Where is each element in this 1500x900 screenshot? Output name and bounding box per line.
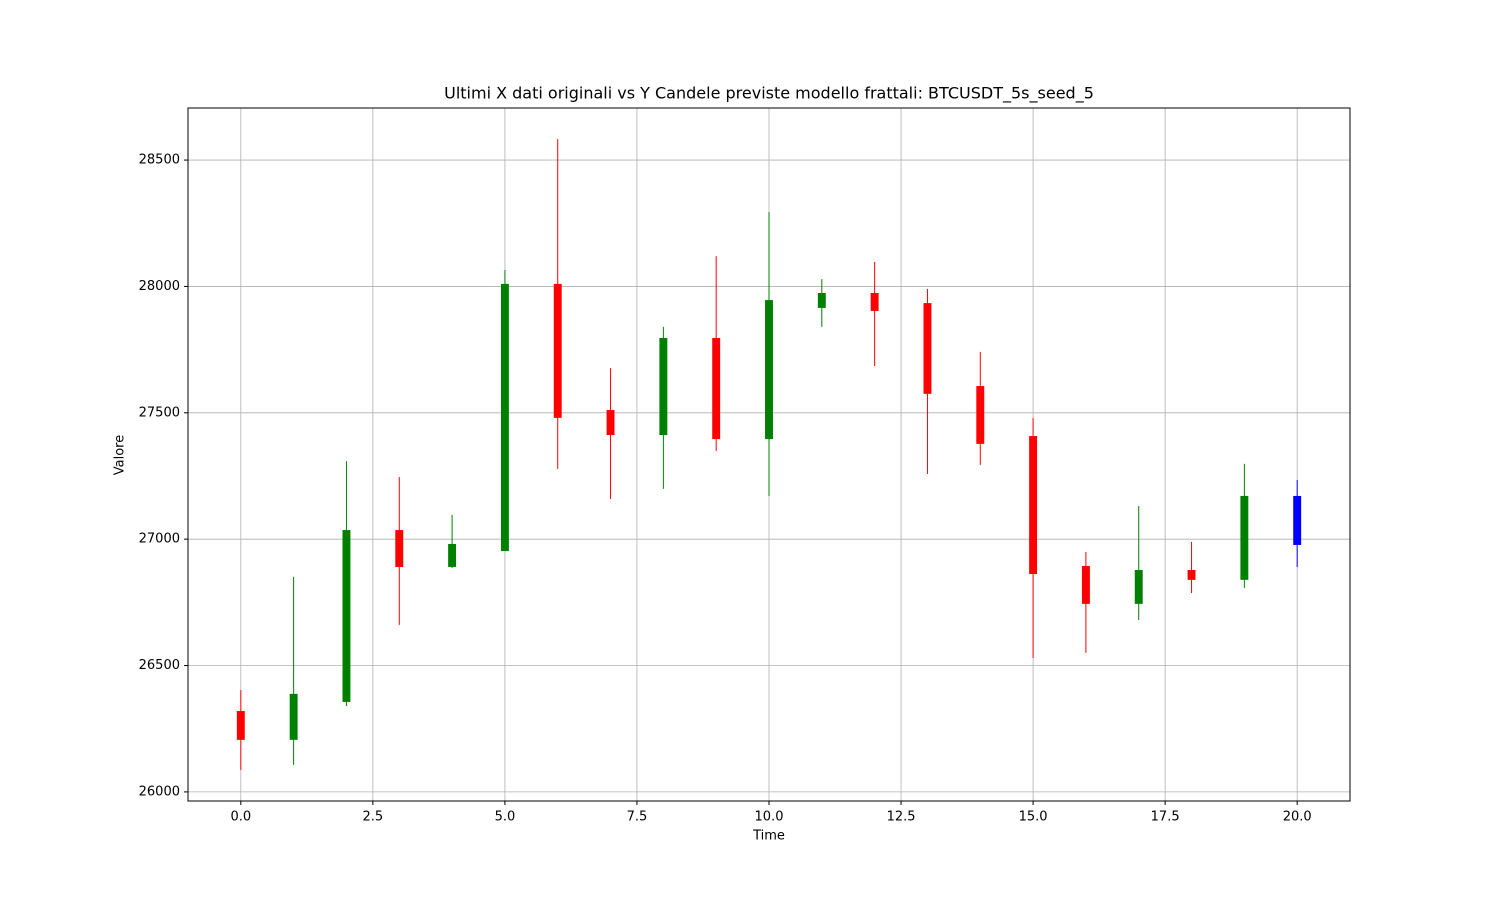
candles bbox=[236, 139, 1302, 770]
x-tick-label: 20.0 bbox=[1283, 810, 1312, 825]
y-tick-label: 27000 bbox=[139, 532, 180, 547]
candle-body bbox=[1293, 495, 1302, 545]
candle-body bbox=[1187, 570, 1196, 580]
candle-body bbox=[870, 293, 879, 311]
candle-body bbox=[553, 283, 562, 418]
candle-body bbox=[1081, 565, 1090, 604]
candle-body bbox=[342, 530, 351, 702]
x-tick-label: 15.0 bbox=[1019, 810, 1048, 825]
candle-body bbox=[1240, 495, 1249, 580]
candle-body bbox=[659, 337, 668, 436]
x-tick-label: 10.0 bbox=[755, 810, 784, 825]
x-tick-label: 0.0 bbox=[230, 810, 251, 825]
y-axis-label: Valore bbox=[113, 435, 128, 475]
candle-body bbox=[976, 386, 985, 444]
candle-body bbox=[395, 530, 404, 567]
x-tick-label: 5.0 bbox=[495, 810, 516, 825]
candle-body bbox=[448, 543, 457, 567]
candle-body bbox=[712, 337, 721, 440]
candle-body bbox=[606, 410, 615, 436]
y-tick-label: 28500 bbox=[139, 153, 180, 168]
candle-body bbox=[289, 693, 298, 740]
candle-body bbox=[236, 711, 245, 740]
x-tick-label: 2.5 bbox=[363, 810, 384, 825]
y-tick-label: 26500 bbox=[139, 658, 180, 673]
candle-body bbox=[817, 293, 826, 308]
grid: 0.0 2.5 5.0 7.5 10.0 12.5 15.0 17.5 20.0 26000 265… bbox=[139, 108, 1350, 825]
candle-body bbox=[1029, 436, 1038, 575]
y-tick-label: 26000 bbox=[139, 784, 180, 799]
x-axis-label: Time bbox=[752, 829, 785, 844]
candle-body bbox=[765, 300, 773, 440]
y-tick-label: 27500 bbox=[139, 405, 180, 420]
chart-title: Ultimi X dati originali vs Y Candele pre… bbox=[444, 84, 1094, 104]
x-tick-label: 12.5 bbox=[887, 810, 916, 825]
y-tick-label: 28000 bbox=[139, 279, 180, 294]
candle-body bbox=[500, 283, 509, 552]
x-tick-label: 7.5 bbox=[627, 810, 648, 825]
candle-body bbox=[923, 303, 932, 394]
x-tick-label: 17.5 bbox=[1151, 810, 1180, 825]
candle-body bbox=[1134, 570, 1143, 604]
plot-frame bbox=[187, 107, 1351, 802]
